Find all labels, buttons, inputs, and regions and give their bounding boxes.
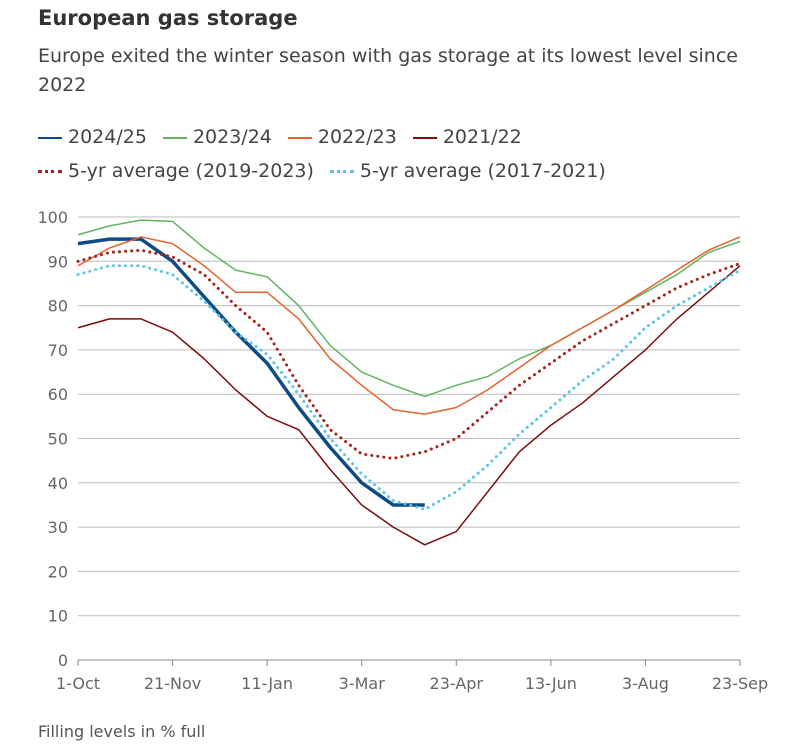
note: Filling levels in % full (38, 722, 206, 741)
y-tick-label: 50 (48, 430, 68, 449)
y-tick-label: 60 (48, 385, 68, 404)
chart-title: European gas storage (38, 6, 298, 30)
y-tick-label: 100 (37, 208, 68, 227)
series-line (77, 265, 741, 546)
x-tick-label: 3-Aug (622, 674, 669, 693)
legend-item: 2022/23 (287, 120, 397, 154)
legend-swatch (38, 170, 62, 173)
chart-subtitle: Europe exited the winter season with gas… (38, 45, 738, 96)
legend-label: 2023/24 (192, 126, 272, 148)
y-tick-label: 40 (48, 474, 68, 493)
x-tick-label: 23-Sep (712, 674, 768, 693)
x-tick-label: 13-Jun (525, 674, 577, 693)
legend-label: 2021/22 (442, 126, 522, 148)
legend-swatch (287, 136, 312, 139)
y-tick-label: 80 (48, 297, 68, 316)
x-tick-label: 11-Jan (241, 674, 293, 693)
y-tick-label: 10 (48, 607, 68, 626)
x-tick-label: 1-Oct (56, 674, 100, 693)
y-tick-label: 20 (48, 562, 68, 581)
legend-swatch (329, 170, 354, 173)
legend: 2024/25 2023/24 2022/23 2021/22 5-yr average… (38, 120, 768, 188)
chart: 0 10 20 30 40 50 60 70 80 90 100 1-Oct 21-Nov 11-Jan 3… (37, 208, 768, 693)
legend-swatch (38, 136, 62, 139)
x-tick-label: 23-Apr (430, 674, 484, 693)
series-line (76, 248, 742, 460)
legend-label: 2024/25 (68, 126, 147, 148)
legend-swatch (162, 136, 187, 139)
x-tick-label: 21-Nov (144, 674, 201, 693)
series-line (77, 219, 741, 398)
legend-item: 5-yr average (2019-2023) (38, 154, 314, 188)
legend-label: 5-yr average (2017-2021) (359, 160, 606, 182)
legend-item: 2023/24 (162, 120, 272, 154)
y-tick-label: 30 (48, 518, 68, 537)
legend-item: 5-yr average (2017-2021) (329, 154, 606, 188)
legend-label: 2022/23 (317, 126, 397, 148)
legend-label: 5-yr average (2019-2023) (68, 160, 314, 182)
series-line (76, 264, 742, 511)
x-tick-label: 3-Mar (339, 674, 386, 693)
legend-swatch (412, 136, 437, 139)
legend-item: 2024/25 (38, 120, 147, 154)
series-line (77, 236, 741, 415)
legend-item: 2021/22 (412, 120, 522, 154)
series-line (77, 237, 425, 507)
y-tick-label: 90 (48, 252, 68, 271)
y-tick-label: 70 (48, 341, 68, 360)
y-tick-label: 0 (58, 651, 68, 670)
